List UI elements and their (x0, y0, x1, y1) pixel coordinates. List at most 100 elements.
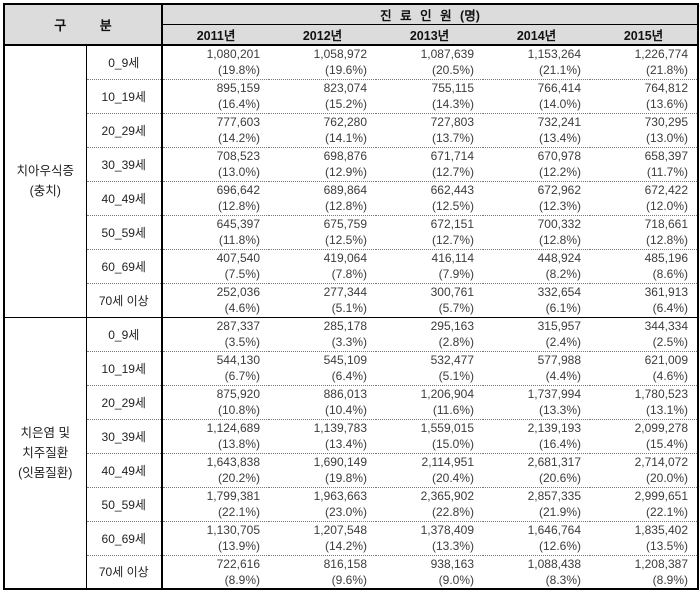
value-cell: 816,158 (9.6%) (269, 554, 377, 589)
age-label: 30_39세 (86, 146, 164, 181)
patient-share: (14.0%) (538, 97, 582, 111)
patient-count: 2,099,278 (634, 421, 689, 435)
value-cell: 621,009 (4.6%) (590, 350, 699, 385)
table-row: 40_49세 696,642 (12.8%) 689,864 (12.8%) 662,44… (4, 180, 699, 215)
patient-count: 1,208,387 (634, 556, 689, 571)
patient-share: (11.8%) (218, 233, 261, 247)
patient-share: (13.3%) (538, 403, 582, 417)
patient-share: (11.6%) (432, 403, 475, 417)
table-row: 30_39세 1,124,689 (13.8%) 1,139,783 (13.4%) 1,… (4, 418, 699, 453)
patient-count: 2,365,902 (420, 489, 475, 503)
patient-share: (15.2%) (324, 97, 368, 111)
value-cell: 1,208,387 (8.9%) (590, 554, 699, 589)
age-label: 70세 이상 (86, 554, 164, 589)
value-cell: 295,163 (2.8%) (376, 316, 484, 351)
patient-share: (12.5%) (431, 199, 475, 213)
patient-share: (19.8%) (324, 471, 368, 485)
value-cell: 670,978 (12.2%) (483, 146, 591, 181)
patient-share: (7.9%) (438, 267, 475, 281)
patient-share: (20.5%) (431, 63, 475, 78)
group-label-line: (충치) (29, 184, 61, 199)
patient-share: (8.2%) (545, 267, 582, 281)
patient-share: (2.8%) (438, 335, 475, 349)
age-label: 10_19세 (86, 78, 164, 113)
patient-share: (12.8%) (645, 233, 689, 247)
patient-count: 361,913 (644, 285, 689, 299)
patient-count: 1,780,523 (634, 387, 689, 401)
patient-share: (22.1%) (217, 505, 261, 519)
patient-share: (5.1%) (438, 369, 475, 383)
patient-count: 689,864 (323, 183, 368, 197)
patient-share: (20.6%) (538, 471, 582, 485)
group-label-line: 치아우식증 (16, 164, 74, 179)
patient-count: 2,714,072 (634, 455, 689, 469)
patient-count: 730,295 (644, 115, 689, 129)
patient-count: 698,876 (323, 149, 368, 163)
patient-share: (20.0%) (645, 471, 689, 485)
patient-count: 886,013 (323, 387, 368, 401)
header-year-2014: 2014년 (483, 24, 591, 46)
patient-count: 718,661 (644, 217, 689, 231)
patient-count: 252,036 (216, 285, 261, 299)
header-gubun: 구 분 (4, 4, 164, 46)
value-cell: 732,241 (13.4%) (483, 112, 591, 147)
patient-share: (6.4%) (331, 369, 368, 383)
patient-count: 407,540 (216, 251, 261, 265)
patient-share: (13.7%) (431, 131, 475, 145)
table-row: 70세 이상 252,036 (4.6%) 277,344 (5.1%) 300,761 (… (4, 282, 699, 317)
patient-count: 419,064 (323, 251, 368, 265)
patient-count: 2,139,193 (527, 421, 582, 435)
table-row: 60_69세 1,130,705 (13.9%) 1,207,548 (14.2%) 1,… (4, 520, 699, 555)
patient-count: 2,857,335 (527, 489, 582, 503)
age-label: 20_29세 (86, 112, 164, 147)
patient-share: (8.9%) (224, 572, 261, 587)
patient-share: (16.4%) (538, 437, 582, 451)
value-cell: 544,130 (6.7%) (162, 350, 270, 385)
patient-count: 1,737,994 (527, 387, 582, 401)
patients-table-page: 구 분 진 료 인 원 (명) 2011년 2012년 2013년 2014년 … (0, 3, 700, 590)
value-cell: 722,616 (8.9%) (162, 554, 270, 589)
value-cell: 315,957 (2.4%) (483, 316, 591, 351)
patient-share: (12.5%) (324, 233, 368, 247)
patient-count: 696,642 (216, 183, 261, 197)
value-cell: 2,714,072 (20.0%) (590, 452, 699, 487)
value-cell: 696,642 (12.8%) (162, 180, 270, 215)
patient-share: (8.6%) (652, 267, 689, 281)
value-cell: 1,643,838 (20.2%) (162, 452, 270, 487)
header-year-2012: 2012년 (269, 24, 377, 46)
patient-count: 762,280 (323, 115, 368, 129)
age-label: 10_19세 (86, 350, 164, 385)
value-cell: 1,799,381 (22.1%) (162, 486, 270, 521)
value-cell: 875,920 (10.8%) (162, 384, 270, 419)
age-label: 50_59세 (86, 214, 164, 249)
patient-share: (9.6%) (331, 572, 368, 587)
patient-count: 764,812 (644, 81, 689, 95)
patient-share: (10.4%) (324, 403, 368, 417)
patient-share: (13.5%) (645, 539, 689, 553)
value-cell: 730,295 (13.0%) (590, 112, 699, 147)
value-cell: 764,812 (13.6%) (590, 78, 699, 113)
patient-share: (10.8%) (217, 403, 261, 417)
age-label: 50_59세 (86, 486, 164, 521)
patient-count: 295,163 (430, 319, 475, 333)
value-cell: 886,013 (10.4%) (269, 384, 377, 419)
patient-share: (7.5%) (224, 267, 261, 281)
value-cell: 1,963,663 (23.0%) (269, 486, 377, 521)
table-row: 40_49세 1,643,838 (20.2%) 1,690,149 (19.8%) 2,… (4, 452, 699, 487)
value-cell: 407,540 (7.5%) (162, 248, 270, 283)
patient-share: (20.2%) (217, 471, 261, 485)
patient-share: (7.8%) (331, 267, 368, 281)
patient-count: 672,151 (430, 217, 475, 231)
patient-count: 1,080,201 (206, 47, 261, 62)
group-label-line: 치주질환 (22, 445, 69, 460)
patient-share: (21.9%) (538, 505, 582, 519)
value-cell: 718,661 (12.8%) (590, 214, 699, 249)
patient-share: (23.0%) (324, 505, 368, 519)
patient-share: (14.3%) (431, 97, 475, 111)
value-cell: 2,365,902 (22.8%) (376, 486, 484, 521)
group-label-line: (잇몸질환) (18, 465, 73, 480)
patient-share: (12.7%) (431, 165, 475, 179)
value-cell: 1,646,764 (12.6%) (483, 520, 591, 555)
patient-count: 645,397 (216, 217, 261, 231)
patient-share: (6.1%) (545, 301, 582, 315)
